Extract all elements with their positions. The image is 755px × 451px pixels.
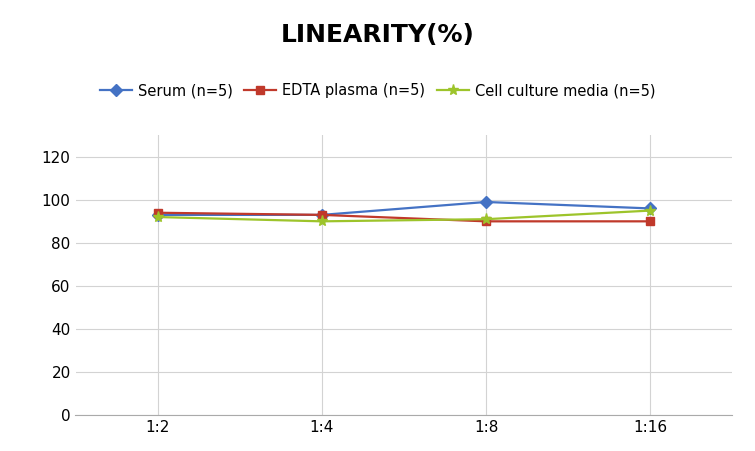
Line: Serum (n=5): Serum (n=5) (153, 198, 655, 219)
Cell culture media (n=5) (317, 219, 326, 224)
Line: EDTA plasma (n=5): EDTA plasma (n=5) (153, 208, 655, 226)
Legend: Serum (n=5), EDTA plasma (n=5), Cell culture media (n=5): Serum (n=5), EDTA plasma (n=5), Cell cul… (94, 77, 661, 104)
EDTA plasma (n=5) (482, 219, 491, 224)
Serum (n=5) (482, 199, 491, 205)
EDTA plasma (n=5) (646, 219, 655, 224)
Serum (n=5) (317, 212, 326, 217)
Cell culture media (n=5) (153, 214, 162, 220)
EDTA plasma (n=5) (317, 212, 326, 217)
Serum (n=5) (646, 206, 655, 211)
Serum (n=5) (153, 212, 162, 217)
EDTA plasma (n=5) (153, 210, 162, 216)
Line: Cell culture media (n=5): Cell culture media (n=5) (152, 205, 656, 227)
Cell culture media (n=5) (482, 216, 491, 222)
Cell culture media (n=5) (646, 208, 655, 213)
Text: LINEARITY(%): LINEARITY(%) (281, 23, 474, 46)
